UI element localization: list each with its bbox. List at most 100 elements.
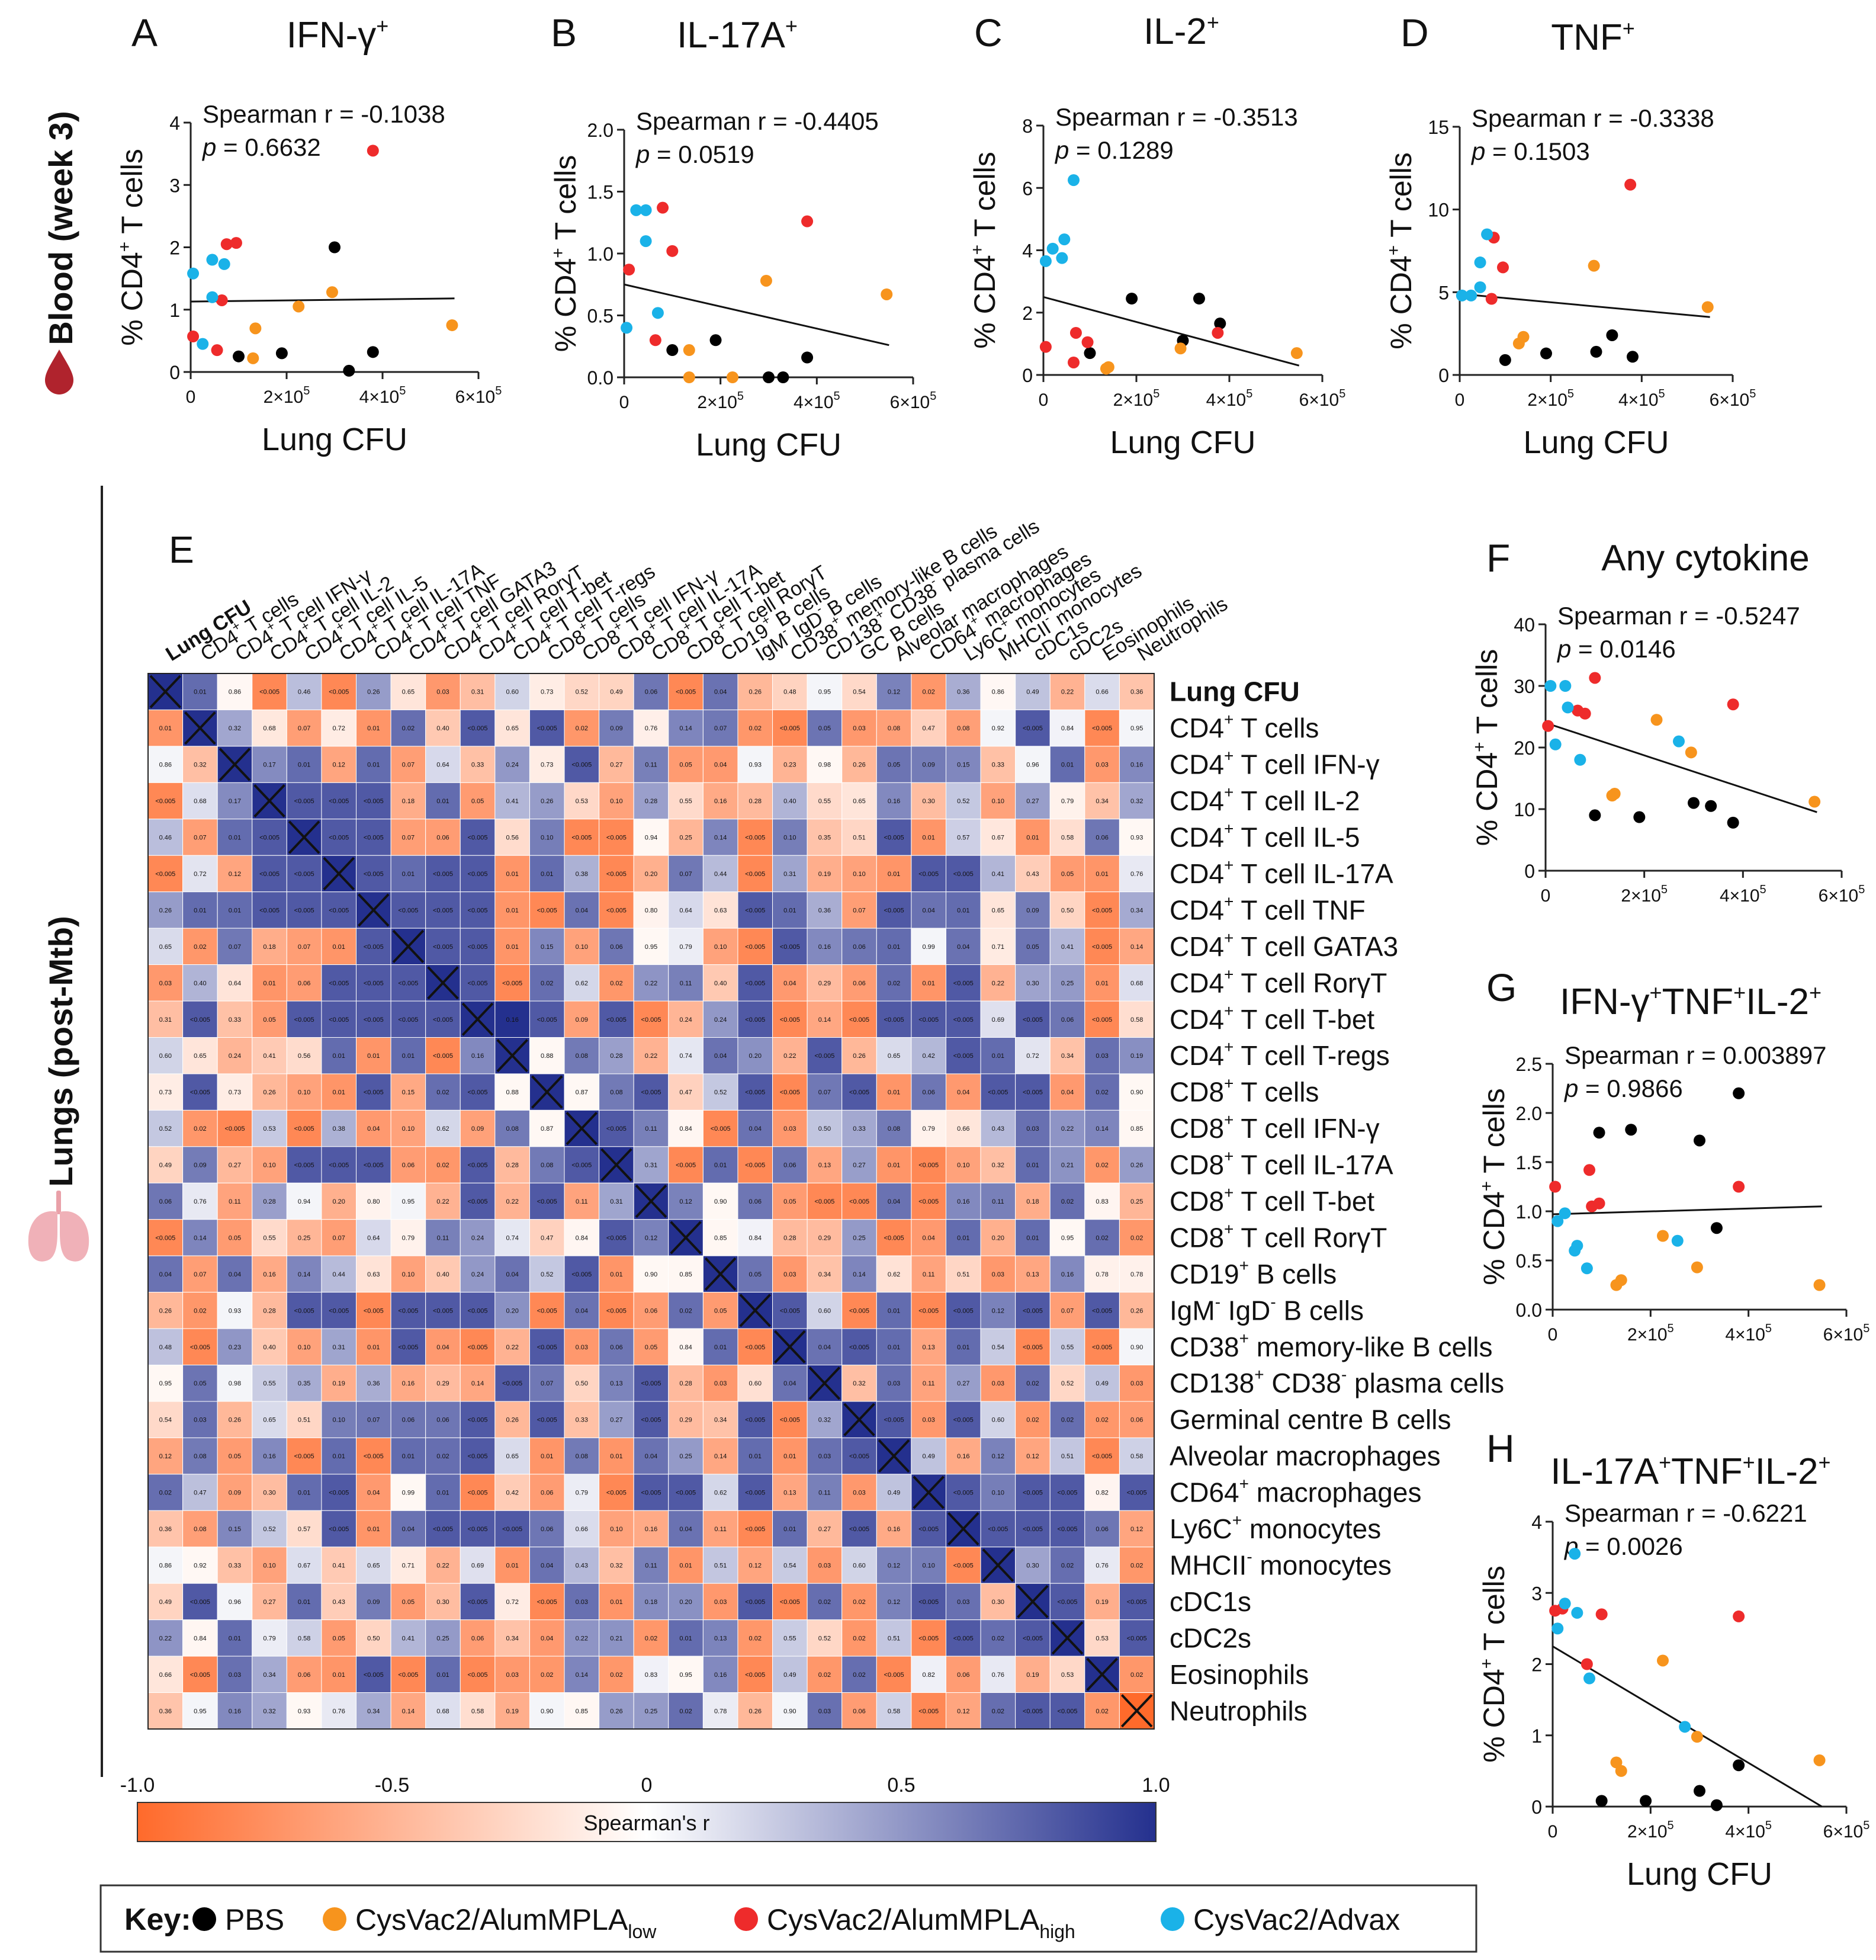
y-tick-label: 2.5 bbox=[1516, 1054, 1542, 1075]
heatmap-p-value: <0.005 bbox=[606, 1490, 627, 1497]
heatmap-cell bbox=[356, 1437, 391, 1475]
data-point bbox=[1039, 341, 1052, 353]
x-tick-text: 0 bbox=[619, 393, 629, 412]
heatmap-cell bbox=[737, 1583, 773, 1621]
heatmap-cell bbox=[390, 1219, 426, 1256]
heatmap-cell bbox=[1119, 1000, 1155, 1038]
heatmap-p-value: 0.90 bbox=[645, 1271, 657, 1278]
heatmap-cell bbox=[147, 1292, 184, 1329]
heatmap-cell bbox=[252, 709, 287, 747]
panel-title-superscript: + bbox=[1743, 1450, 1755, 1474]
heatmap-p-value: 0.27 bbox=[610, 1417, 622, 1424]
p-value-symbol: p bbox=[1563, 1074, 1578, 1102]
heatmap-p-value: 0.43 bbox=[333, 1599, 345, 1606]
heatmap-cell bbox=[147, 1037, 184, 1074]
heatmap-p-value: 0.44 bbox=[714, 871, 727, 878]
heatmap-p-value: 0.95 bbox=[194, 1708, 206, 1715]
heatmap-cell bbox=[807, 1692, 843, 1730]
heatmap-p-value: <0.005 bbox=[537, 1417, 557, 1424]
heatmap-cell bbox=[286, 1474, 322, 1511]
x-tick-label: 6×105 bbox=[1299, 387, 1346, 410]
heatmap-row-label: CD8+ T cells bbox=[1170, 1074, 1319, 1108]
heatmap-cell bbox=[1015, 1619, 1051, 1657]
heatmap-p-value: 0.20 bbox=[992, 1234, 1004, 1242]
heatmap-cell bbox=[841, 1437, 877, 1475]
heatmap-p-value: <0.005 bbox=[433, 907, 453, 914]
label-superscript: + bbox=[1224, 747, 1233, 765]
regression-line bbox=[624, 283, 889, 347]
heatmap-cell bbox=[876, 1000, 912, 1038]
heatmap-p-value: 0.43 bbox=[576, 1562, 588, 1569]
heatmap-cell bbox=[494, 1692, 530, 1730]
heatmap-p-value: <0.005 bbox=[780, 1016, 800, 1024]
heatmap-p-value: <0.005 bbox=[468, 725, 488, 732]
heatmap-p-value: <0.005 bbox=[364, 1089, 384, 1096]
heatmap-p-value: 0.85 bbox=[1130, 1125, 1143, 1133]
heatmap-p-value: <0.005 bbox=[468, 1599, 488, 1606]
heatmap-p-value: <0.005 bbox=[953, 1016, 974, 1024]
heatmap-cell bbox=[599, 1182, 634, 1220]
p-value-label: p = 0.0519 bbox=[635, 140, 754, 168]
y-axis-label-text: % CD4 bbox=[968, 255, 1001, 348]
heatmap-row-label: cDC2s bbox=[1170, 1622, 1251, 1653]
heatmap-cell bbox=[286, 1510, 322, 1548]
heatmap-p-value: 0.49 bbox=[783, 1672, 796, 1679]
heatmap-p-value: 0.51 bbox=[714, 1562, 727, 1569]
heatmap-cell bbox=[217, 1510, 253, 1548]
heatmap-p-value: 0.28 bbox=[506, 1162, 518, 1169]
heatmap-cell bbox=[911, 1109, 946, 1147]
heatmap-p-value: 0.05 bbox=[818, 725, 831, 732]
data-point bbox=[247, 352, 259, 364]
heatmap-cell bbox=[1049, 1037, 1085, 1074]
heatmap-p-value: 0.79 bbox=[679, 944, 692, 951]
heatmap-cell bbox=[945, 782, 981, 820]
y-axis-label-text: % CD4 bbox=[549, 258, 582, 352]
heatmap-row-label: CD4+ T cell GATA3 bbox=[1170, 929, 1398, 962]
heatmap-p-value: <0.005 bbox=[780, 725, 800, 732]
heatmap-row-label: cDC1s bbox=[1170, 1586, 1251, 1617]
heatmap-p-value: 0.66 bbox=[576, 1526, 588, 1533]
heatmap-p-value: <0.005 bbox=[745, 1417, 765, 1424]
heatmap-p-value: 0.02 bbox=[1026, 1380, 1039, 1387]
heatmap-cell bbox=[702, 891, 738, 929]
heatmap-cell bbox=[321, 964, 357, 1002]
heatmap-p-value: 0.01 bbox=[298, 1490, 310, 1497]
data-point bbox=[1694, 1785, 1705, 1797]
y-tick-label: 30 bbox=[1514, 676, 1535, 697]
heatmap-cell bbox=[425, 1619, 461, 1657]
heatmap-p-value: <0.005 bbox=[953, 1490, 974, 1497]
spearman-r-label: Spearman r = -0.3338 bbox=[1472, 104, 1714, 132]
y-axis-label-text: % CD4 bbox=[1477, 1191, 1511, 1285]
heatmap-cell bbox=[425, 819, 461, 856]
heatmap-p-value: 0.01 bbox=[402, 1053, 415, 1060]
heatmap-p-value: 0.05 bbox=[1026, 944, 1039, 951]
heatmap-p-value: <0.005 bbox=[571, 1271, 592, 1278]
heatmap-p-value: 0.14 bbox=[576, 1672, 588, 1679]
heatmap-p-value: 0.03 bbox=[853, 725, 865, 732]
heatmap-p-value: 0.65 bbox=[506, 1453, 518, 1460]
heatmap-cell bbox=[841, 1073, 877, 1111]
x-tick-exponent: 5 bbox=[1659, 387, 1665, 400]
diagonal-cross bbox=[496, 1039, 528, 1073]
heatmap-cell bbox=[599, 1292, 634, 1329]
heatmap-p-value: 0.19 bbox=[1130, 1053, 1143, 1060]
heatmap-cell bbox=[1049, 1255, 1085, 1293]
regression-line bbox=[190, 297, 455, 303]
x-tick-text: 2×10 bbox=[264, 387, 304, 407]
heatmap-p-value: 0.14 bbox=[298, 1271, 310, 1278]
heatmap-p-value: <0.005 bbox=[1023, 1635, 1043, 1642]
heatmap-cell bbox=[980, 1000, 1016, 1038]
heatmap-cell bbox=[911, 1547, 946, 1584]
heatmap-cell bbox=[772, 1510, 808, 1548]
heatmap-p-value: 0.74 bbox=[506, 1234, 518, 1242]
heatmap-cell bbox=[772, 1146, 808, 1183]
heatmap-p-value: 0.76 bbox=[333, 1708, 345, 1715]
heatmap-p-value: 0.01 bbox=[506, 907, 518, 914]
label-text: T cell IL-17A bbox=[1233, 1150, 1393, 1181]
heatmap-cell bbox=[494, 1583, 530, 1621]
heatmap-cell bbox=[633, 673, 669, 710]
heatmap-p-value: 0.08 bbox=[957, 725, 969, 732]
heatmap-p-value: 0.32 bbox=[194, 762, 206, 769]
heatmap-p-value: 0.04 bbox=[714, 1053, 727, 1060]
heatmap-cell bbox=[772, 1437, 808, 1475]
